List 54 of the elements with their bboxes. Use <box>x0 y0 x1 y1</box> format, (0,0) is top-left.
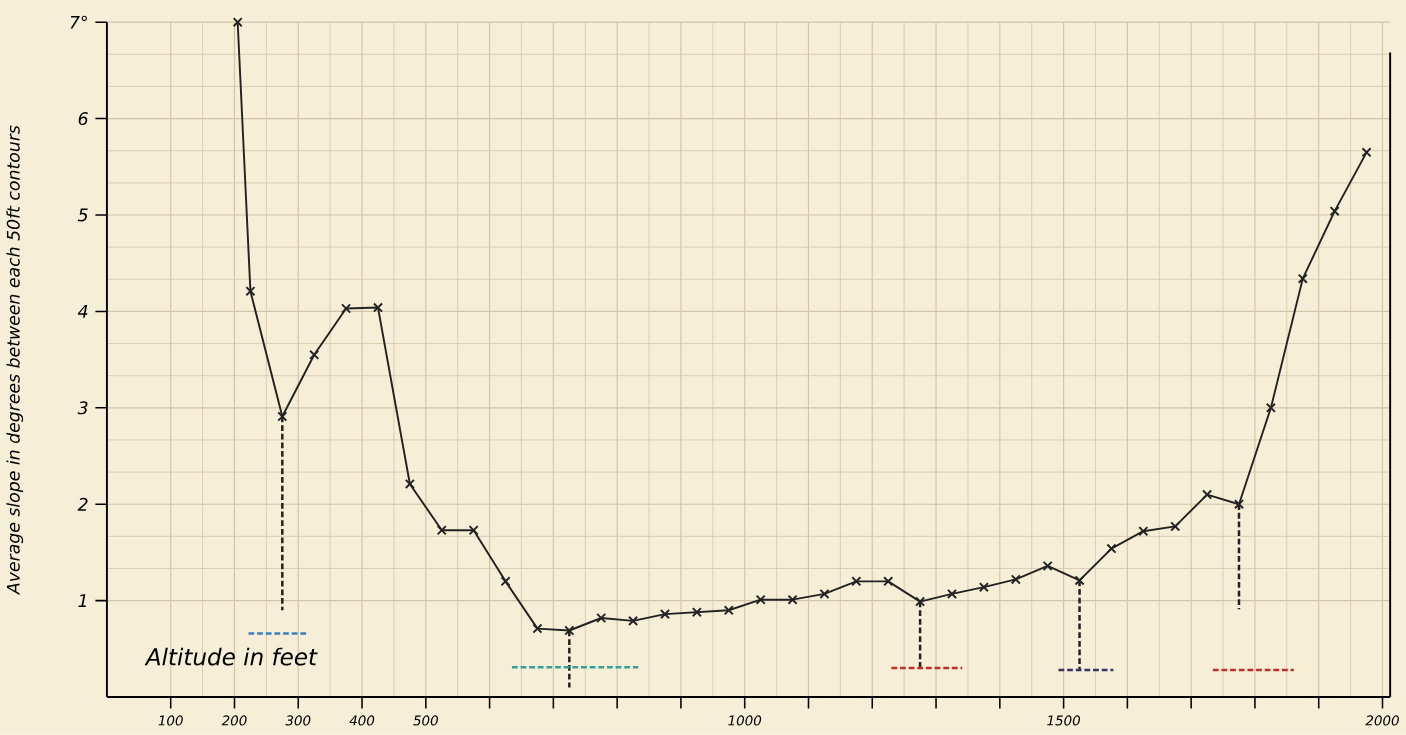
point <box>787 594 798 605</box>
point <box>851 576 862 587</box>
point <box>1361 147 1372 158</box>
point <box>1233 499 1245 510</box>
x-axis-title: Altitude in feet <box>144 647 318 666</box>
y-tick-label: 3 <box>77 401 88 415</box>
x-tick-label: 200 <box>221 715 247 726</box>
point <box>500 576 511 587</box>
point <box>564 625 575 636</box>
point <box>1202 489 1213 500</box>
x-tick-label: 2000 <box>1365 715 1399 726</box>
point <box>232 17 243 28</box>
point <box>755 594 766 605</box>
point <box>1297 273 1308 284</box>
point <box>309 349 320 360</box>
point <box>628 616 639 627</box>
point <box>1138 526 1149 537</box>
point <box>691 607 702 618</box>
y-tick-label: 1 <box>78 594 86 608</box>
point <box>1074 575 1085 586</box>
point <box>436 525 447 536</box>
x-tick-label: 500 <box>413 715 438 726</box>
x-tick-label: 400 <box>349 715 375 726</box>
point <box>596 613 607 624</box>
point <box>341 303 352 314</box>
point <box>404 479 415 490</box>
point <box>978 582 989 593</box>
point <box>277 411 288 422</box>
y-tick-label: 5 <box>77 208 88 222</box>
point <box>1106 543 1117 554</box>
y-tick-label: 2 <box>77 497 88 511</box>
x-tick-label: 100 <box>158 715 183 726</box>
point <box>1329 206 1340 217</box>
point <box>1170 521 1181 532</box>
x-tick-label: 1500 <box>1047 715 1081 726</box>
x-tick-label: 300 <box>285 715 311 726</box>
point <box>1042 561 1053 572</box>
y-axis-title: Average slope in degrees between each 50ft contours <box>6 125 24 596</box>
point <box>883 576 894 587</box>
point <box>723 605 734 616</box>
x-tick-label: 1000 <box>728 715 762 726</box>
point <box>532 623 543 634</box>
point <box>1010 574 1021 585</box>
point <box>659 609 671 620</box>
point <box>245 286 256 297</box>
y-tick-label: 7° <box>70 15 87 29</box>
point <box>372 302 384 313</box>
point <box>468 525 479 536</box>
point <box>946 589 958 600</box>
y-tick-label: 4 <box>77 305 88 318</box>
point <box>915 596 926 607</box>
point <box>1265 402 1276 414</box>
y-tick-label: 6 <box>78 112 88 126</box>
point <box>819 589 830 600</box>
